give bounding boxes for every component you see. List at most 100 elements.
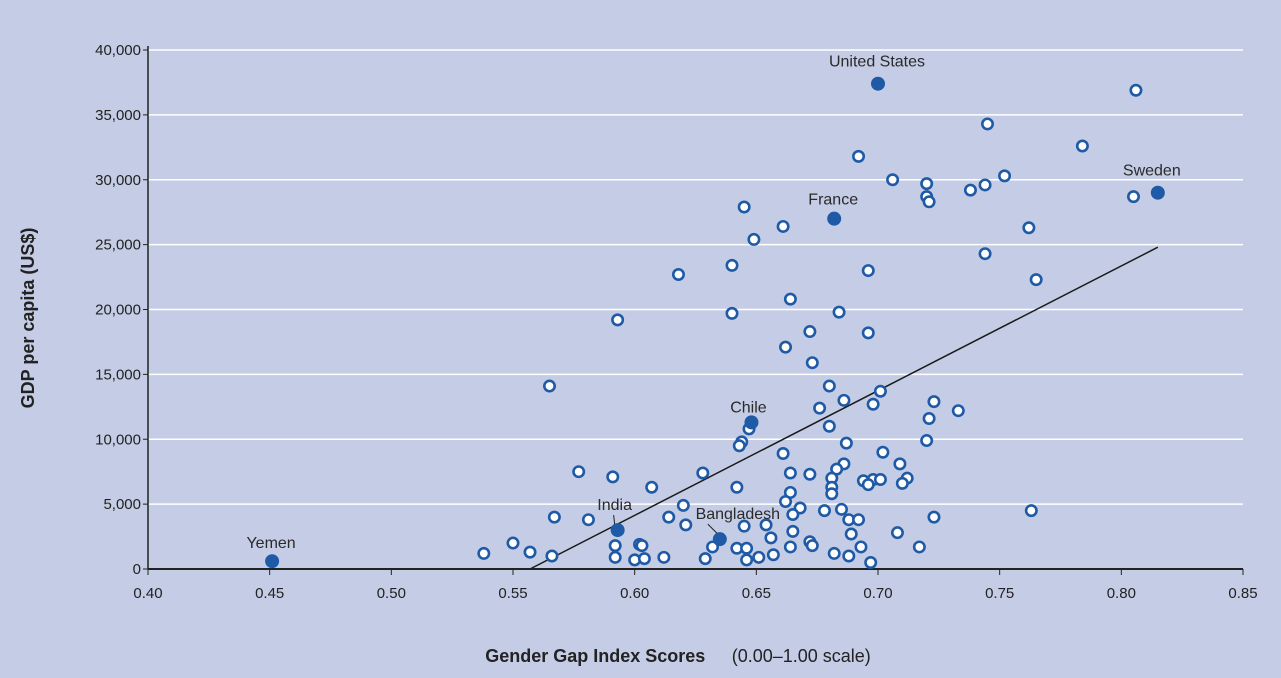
y-tick-labels: 0 5,000 10,000 15,000 20,000 25,000 30,000 35,0… <box>95 42 141 578</box>
data-point <box>752 550 766 564</box>
y-tick-label: 15,000 <box>95 366 141 383</box>
data-point <box>776 447 790 461</box>
x-tick-labels: 0.40 0.45 0.50 0.55 0.60 0.65 0.70 0.75 0.80 0.85 <box>133 585 1257 602</box>
x-tick-label: 0.45 <box>255 585 284 602</box>
data-point <box>572 465 586 479</box>
data-point <box>861 478 875 492</box>
data-point <box>864 556 878 570</box>
data-point <box>813 401 827 415</box>
data-point <box>740 541 754 555</box>
data-point <box>645 480 659 494</box>
data-point <box>912 540 926 554</box>
data-point <box>1029 273 1043 287</box>
data-point <box>842 549 856 563</box>
highlighted-point <box>871 76 885 91</box>
highlighted-point <box>744 415 759 430</box>
highlighted-point <box>1150 185 1165 200</box>
gridlines <box>143 49 1243 570</box>
data-point <box>766 548 780 562</box>
axis-titles: GDP per capita (US$) Gender Gap Index Sc… <box>18 228 871 666</box>
y-tick-label: 0 <box>133 561 141 578</box>
data-point <box>635 539 649 553</box>
data-point <box>817 504 831 518</box>
data-point <box>803 325 817 339</box>
data-point <box>1127 190 1141 204</box>
data-point <box>854 540 868 554</box>
x-tick-label: 0.50 <box>377 585 406 602</box>
data-point <box>825 487 839 501</box>
data-point <box>698 552 712 566</box>
data-point <box>922 411 936 425</box>
data-point <box>611 313 625 327</box>
x-tick-label: 0.60 <box>620 585 649 602</box>
x-axis-title-main: Gender Gap Index Scores <box>485 646 705 666</box>
data-point <box>866 397 880 411</box>
data-point <box>1129 83 1143 97</box>
data-point <box>783 292 797 306</box>
point-label: Bangladesh <box>696 506 781 523</box>
data-point <box>581 513 595 527</box>
data-point <box>747 232 761 246</box>
data-point <box>1024 504 1038 518</box>
y-tick-label: 10,000 <box>95 431 141 448</box>
data-point <box>725 258 739 272</box>
data-point <box>477 546 491 560</box>
y-axis-title: GDP per capita (US$) <box>18 228 38 409</box>
data-point <box>783 540 797 554</box>
data-point <box>676 498 690 512</box>
data-point <box>606 470 620 484</box>
point-label: Sweden <box>1123 163 1181 180</box>
data-point <box>783 466 797 480</box>
data-point <box>657 550 671 564</box>
data-point <box>922 195 936 209</box>
point-label: India <box>597 497 632 514</box>
data-point <box>876 445 890 459</box>
y-tick-label: 5,000 <box>103 496 141 513</box>
point-label: France <box>808 192 858 209</box>
data-point <box>779 340 793 354</box>
data-point <box>839 436 853 450</box>
data-point <box>805 539 819 553</box>
data-point <box>786 508 800 522</box>
data-point <box>822 419 836 433</box>
x-tick-label: 0.65 <box>742 585 771 602</box>
highlighted-point <box>265 554 280 569</box>
x-tick-label: 0.85 <box>1228 585 1257 602</box>
data-point <box>852 513 866 527</box>
data-point <box>1022 221 1036 235</box>
data-point <box>927 395 941 409</box>
data-point <box>545 549 559 563</box>
data-point <box>980 117 994 131</box>
data-point <box>725 306 739 320</box>
y-tick-label: 25,000 <box>95 237 141 254</box>
x-tick-label: 0.40 <box>133 585 162 602</box>
data-point <box>662 510 676 524</box>
data-point <box>861 264 875 278</box>
highlighted-point <box>610 523 625 538</box>
highlighted-points: United States Sweden France Chile India Bangl… <box>246 54 1181 569</box>
y-tick-label: 20,000 <box>95 302 141 319</box>
data-point <box>547 510 561 524</box>
data-point <box>776 219 790 233</box>
highlighted-point <box>827 211 842 226</box>
data-point <box>732 439 746 453</box>
x-tick-label: 0.70 <box>863 585 892 602</box>
data-point <box>737 200 751 214</box>
trend-line-group <box>529 246 1159 570</box>
x-axis-title-scale: (0.00–1.00 scale) <box>732 646 871 666</box>
data-point <box>927 510 941 524</box>
data-point <box>951 404 965 418</box>
axes <box>147 46 1244 575</box>
data-point <box>696 466 710 480</box>
data-point <box>978 178 992 192</box>
data-point <box>837 393 851 407</box>
data-point <box>759 518 773 532</box>
label-leader-line <box>707 523 718 534</box>
data-point <box>832 305 846 319</box>
data-point <box>637 552 651 566</box>
data-point <box>963 183 977 197</box>
x-tick-label: 0.75 <box>985 585 1014 602</box>
data-point <box>608 539 622 553</box>
data-point <box>822 379 836 393</box>
